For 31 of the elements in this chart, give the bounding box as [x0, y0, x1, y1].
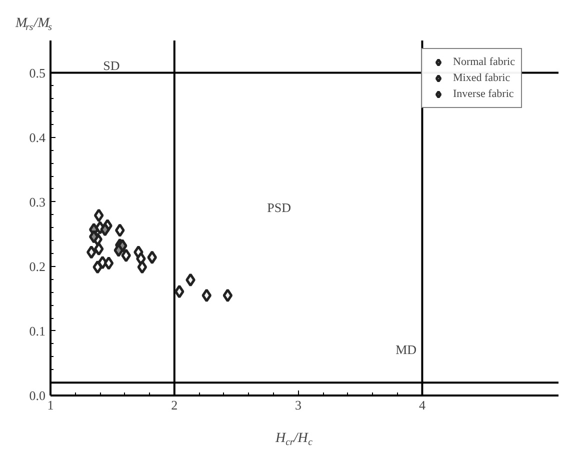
legend-label: Normal fabric	[453, 55, 515, 69]
x-tick-label: 4	[418, 398, 426, 412]
point	[94, 208, 104, 222]
legend-label: Inverse fabric	[453, 87, 514, 101]
point	[202, 288, 212, 302]
y-tick-label: 0.4	[29, 130, 46, 145]
x-tick-label: 3	[295, 398, 302, 412]
point	[88, 230, 99, 244]
point	[222, 288, 233, 302]
point	[121, 248, 131, 262]
y-tick-label: 0.2	[29, 258, 46, 274]
y-tick-label: 0.3	[29, 194, 46, 210]
point	[114, 244, 124, 258]
y-tick-label: 0.5	[29, 65, 46, 80]
point	[114, 224, 125, 238]
point	[86, 245, 96, 259]
y-tick-label: 0.0	[29, 388, 46, 403]
annotation: MD	[396, 342, 417, 357]
point	[94, 242, 104, 256]
x-tick-label: 1	[47, 398, 54, 412]
point	[147, 250, 158, 264]
point	[100, 222, 110, 236]
annotation: PSD	[267, 200, 292, 215]
point	[137, 260, 148, 274]
point	[174, 284, 184, 298]
point	[104, 256, 114, 270]
point	[186, 273, 196, 287]
y-tick-label: 0.1	[29, 323, 46, 338]
x-tick-label: 2	[171, 398, 178, 412]
legend-label: Mixed fabric	[453, 71, 510, 85]
annotation: SD	[103, 58, 120, 73]
